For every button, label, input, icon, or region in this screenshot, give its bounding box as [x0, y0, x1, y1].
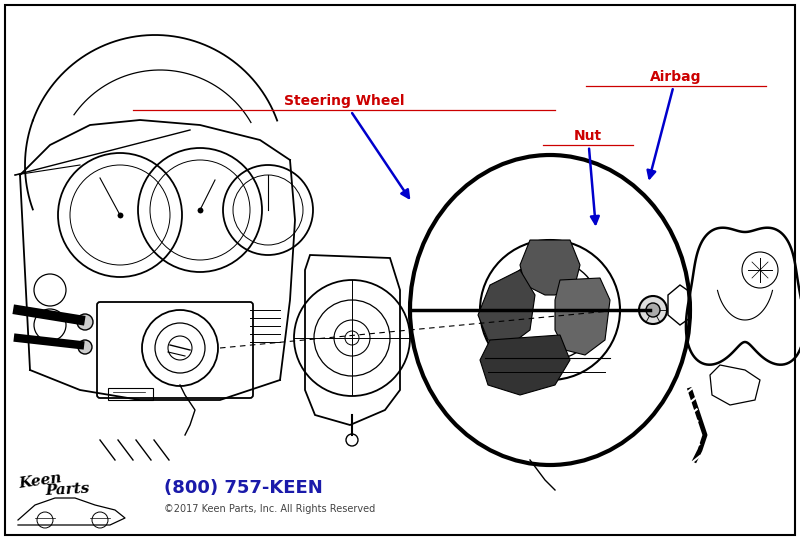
Text: Keen: Keen [18, 471, 63, 491]
Text: Airbag: Airbag [648, 70, 702, 178]
Polygon shape [478, 270, 535, 345]
Text: (800) 757-KEEN: (800) 757-KEEN [164, 479, 322, 497]
Circle shape [639, 296, 667, 324]
Circle shape [78, 340, 92, 354]
Text: Steering Wheel: Steering Wheel [284, 94, 409, 198]
Polygon shape [555, 278, 610, 355]
Polygon shape [480, 335, 570, 395]
Bar [108, 388, 153, 400]
Text: Nut: Nut [574, 129, 602, 224]
Text: ©2017 Keen Parts, Inc. All Rights Reserved: ©2017 Keen Parts, Inc. All Rights Reserv… [164, 504, 375, 514]
Text: Parts: Parts [45, 482, 90, 498]
Circle shape [77, 314, 93, 330]
Polygon shape [520, 240, 580, 295]
Circle shape [646, 303, 660, 317]
